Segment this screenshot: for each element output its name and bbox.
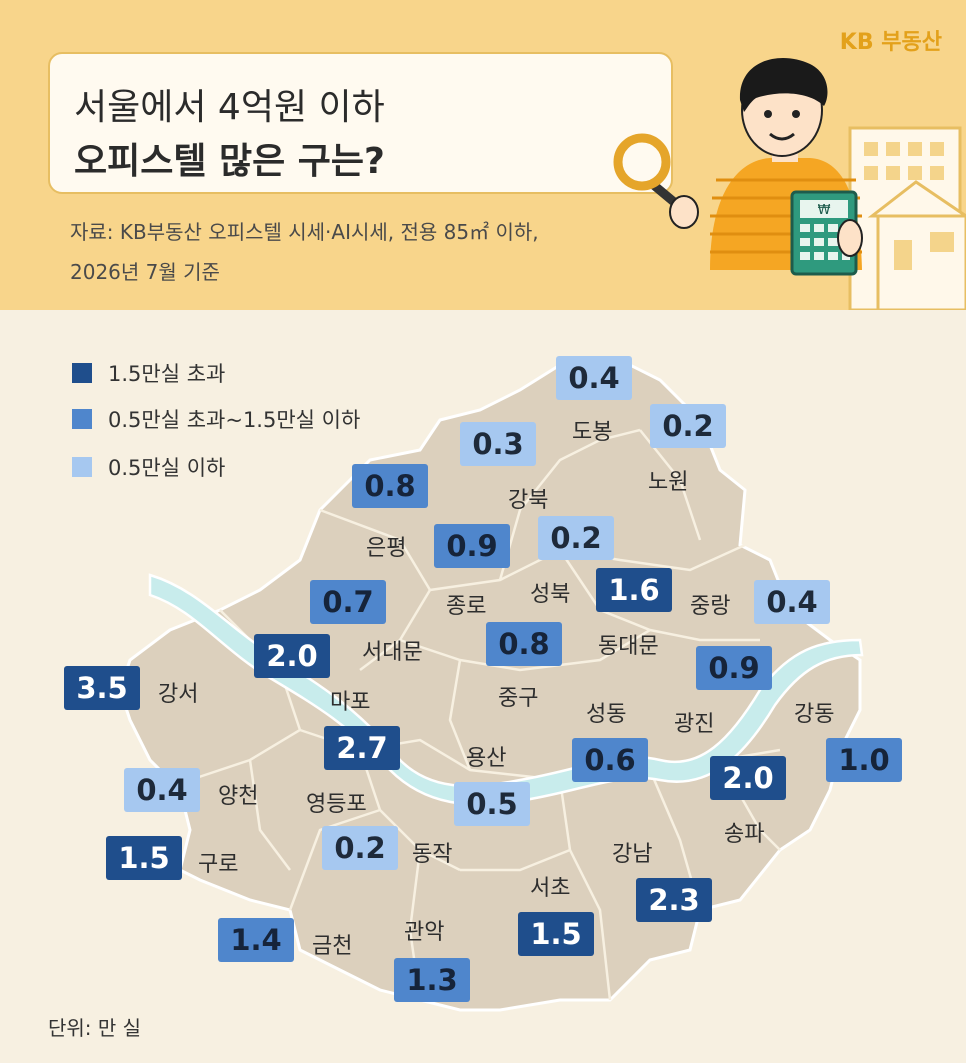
title-line-1: 서울에서 4억원 이하	[74, 87, 385, 128]
value-pin-eunpyeong: 0.8	[352, 464, 428, 508]
district-label-eunpyeong: 은평	[366, 536, 407, 561]
district-label-dobong: 도봉	[572, 420, 613, 445]
district-label-nowon: 노원	[648, 470, 689, 495]
district-label-yongsan: 용산	[466, 746, 507, 771]
legend-label: 1.5만실 초과	[108, 362, 226, 386]
legend-label: 0.5만실 초과~1.5만실 이하	[108, 408, 361, 432]
district-label-seodaemun: 서대문	[362, 640, 423, 665]
value-pin-seongdong: 0.6	[572, 738, 648, 782]
value-pin-gwangjin: 0.9	[696, 646, 772, 690]
title-box: 서울에서 4억원 이하 오피스텔 많은 구는?	[48, 52, 673, 194]
value-pin-dobong: 0.4	[556, 356, 632, 400]
district-label-dongjak: 동작	[412, 842, 453, 867]
source-note-line-2: 2026년 7월 기준	[70, 260, 220, 284]
district-label-jongno: 종로	[446, 594, 487, 619]
district-label-dongdaemun: 동대문	[598, 634, 659, 659]
district-label-gangbuk: 강북	[508, 488, 549, 513]
value-pin-gangseo: 3.5	[64, 666, 140, 710]
svg-text:₩: ₩	[818, 203, 831, 218]
value-pin-dongdaemun: 1.6	[596, 568, 672, 612]
value-pin-seodaemun: 0.7	[310, 580, 386, 624]
person-illustration: ₩	[613, 58, 966, 310]
header-banner: KB 부동산 서울에서 4억원 이하 오피스텔 많은 구는? 자료: KB부동산…	[0, 0, 966, 310]
value-pin-nowon: 0.2	[650, 404, 726, 448]
house-icon	[867, 180, 966, 310]
value-pin-yongsan: 0.5	[454, 782, 530, 826]
value-pin-yangcheon: 0.4	[124, 768, 200, 812]
value-pin-guro: 1.5	[106, 836, 182, 880]
value-pin-gwanak: 1.3	[394, 958, 470, 1002]
value-pin-gangbuk: 0.3	[460, 422, 536, 466]
value-pin-jungnang: 0.4	[754, 580, 830, 624]
district-label-yangcheon: 양천	[218, 784, 259, 809]
value-pin-junggu: 0.8	[486, 622, 562, 666]
legend-label: 0.5만실 이하	[108, 456, 226, 480]
district-label-seocho: 서초	[530, 876, 571, 901]
seoul-map	[118, 358, 864, 1012]
district-label-gangdong: 강동	[794, 702, 835, 727]
legend-swatch	[72, 363, 92, 383]
district-label-songpa: 송파	[724, 822, 765, 847]
calculator-icon: ₩	[790, 190, 863, 276]
value-pin-mapo: 2.0	[254, 634, 330, 678]
source-note-line-1: 자료: KB부동산 오피스텔 시세·AI시세, 전용 85㎡ 이하,	[70, 220, 539, 244]
value-pin-jongno: 0.9	[434, 524, 510, 568]
value-pin-seocho: 1.5	[518, 912, 594, 956]
district-label-yeongdeungpo: 영등포	[306, 792, 367, 817]
district-label-junggu: 중구	[498, 686, 539, 711]
district-label-guro: 구로	[198, 852, 239, 877]
value-pin-geumcheon: 1.4	[218, 918, 294, 962]
value-pin-yeongdeungpo: 2.7	[324, 726, 400, 770]
district-label-jungnang: 중랑	[690, 594, 731, 619]
value-pin-seongbuk: 0.2	[538, 516, 614, 560]
district-label-mapo: 마포	[330, 690, 371, 715]
value-pin-gangnam: 2.3	[636, 878, 712, 922]
unit-label: 단위: 만 실	[48, 1016, 142, 1040]
district-label-gangnam: 강남	[612, 842, 653, 867]
title-line-2: 오피스텔 많은 구는?	[74, 141, 385, 182]
district-label-geumcheon: 금천	[312, 934, 353, 959]
district-label-gwangjin: 광진	[674, 712, 715, 737]
district-label-gwanak: 관악	[404, 920, 445, 945]
value-pin-gangdong: 1.0	[826, 738, 902, 782]
district-label-gangseo: 강서	[158, 682, 199, 707]
value-pin-dongjak: 0.2	[322, 826, 398, 870]
kb-brand-logo: KB 부동산	[839, 30, 942, 55]
legend-swatch	[72, 457, 92, 477]
district-label-seongbuk: 성북	[530, 582, 571, 607]
district-label-seongdong: 성동	[586, 702, 627, 727]
magnifier-icon	[613, 133, 699, 229]
legend-swatch	[72, 409, 92, 429]
value-pin-songpa: 2.0	[710, 756, 786, 800]
